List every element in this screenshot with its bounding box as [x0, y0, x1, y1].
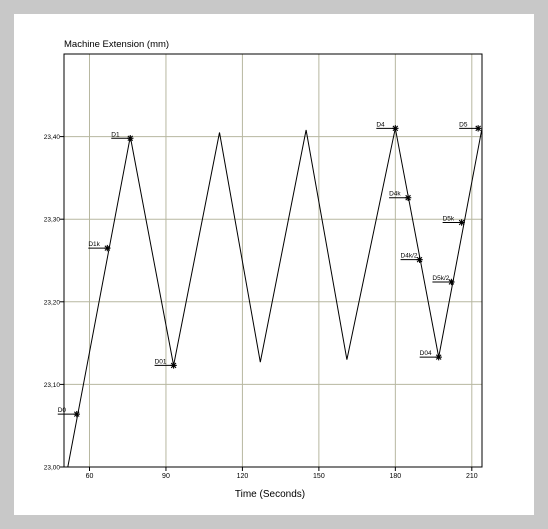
x-axis-label: Time (Seconds): [235, 489, 305, 500]
y-tick-label: 23,00: [44, 465, 61, 472]
chart-title: Machine Extension (mm): [64, 39, 169, 50]
markers: D0 D1k D1 D01 D4 D4k D4k/2 D04 D5k/2 D5k D5: [57, 121, 482, 418]
marker-label: D5k/2: [432, 275, 449, 282]
x-tick-label: 150: [313, 473, 325, 480]
data-marker: D1k: [88, 241, 111, 252]
asterisk-marker: [435, 353, 442, 361]
asterisk-marker: [127, 135, 134, 142]
marker-label: D5: [459, 121, 468, 128]
asterisk-marker: [73, 410, 80, 418]
x-tick-label: 180: [389, 473, 401, 480]
marker-label: D0: [58, 407, 67, 414]
asterisk-marker: [474, 125, 482, 132]
y-tick-label: 23,10: [44, 382, 61, 389]
marker-label: D1k: [88, 241, 100, 248]
data-marker: D0: [57, 407, 80, 418]
chart-panel: Machine Extension (mm) 60 90 120 150 180 210 2…: [14, 14, 534, 515]
data-marker: D01: [154, 358, 177, 369]
data-marker: D5k: [442, 216, 465, 226]
x-tick-label: 90: [162, 473, 170, 480]
chart-svg: Machine Extension (mm) 60 90 120 150 180 210 2…: [44, 39, 483, 500]
data-marker: D5k/2: [432, 275, 455, 286]
y-tick-label: 23,30: [44, 217, 61, 224]
data-marker: D4: [376, 121, 399, 132]
plot-area: [63, 53, 483, 468]
marker-label: D4k: [389, 191, 401, 198]
x-tick-label: 120: [237, 473, 249, 480]
axis-ticks: 60 90 120 150 180 210 23,00 23,10 23,20 23,30 23,4…: [44, 134, 478, 480]
marker-label: D1: [111, 131, 120, 138]
data-marker: D1: [111, 131, 134, 142]
asterisk-marker: [448, 278, 455, 286]
data-marker: D4k/2: [400, 253, 423, 263]
marker-label: D4: [376, 121, 385, 128]
y-tick-label: 23,40: [44, 134, 61, 141]
marker-label: D01: [155, 358, 167, 365]
y-tick-label: 23,20: [44, 299, 61, 306]
data-marker: D04: [419, 350, 442, 361]
asterisk-marker: [392, 125, 399, 132]
x-tick-label: 210: [466, 473, 478, 480]
asterisk-marker: [104, 244, 111, 252]
asterisk-marker: [404, 194, 412, 201]
asterisk-marker: [170, 362, 177, 369]
marker-label: D4k/2: [401, 253, 418, 260]
asterisk-marker: [458, 219, 465, 226]
data-marker: D4k: [389, 191, 412, 201]
x-tick-label: 60: [86, 473, 94, 480]
asterisk-marker: [416, 256, 423, 263]
data-marker: D5: [459, 121, 482, 132]
marker-label: D5k: [443, 216, 455, 223]
marker-label: D04: [420, 350, 432, 357]
series-line: [67, 128, 483, 468]
